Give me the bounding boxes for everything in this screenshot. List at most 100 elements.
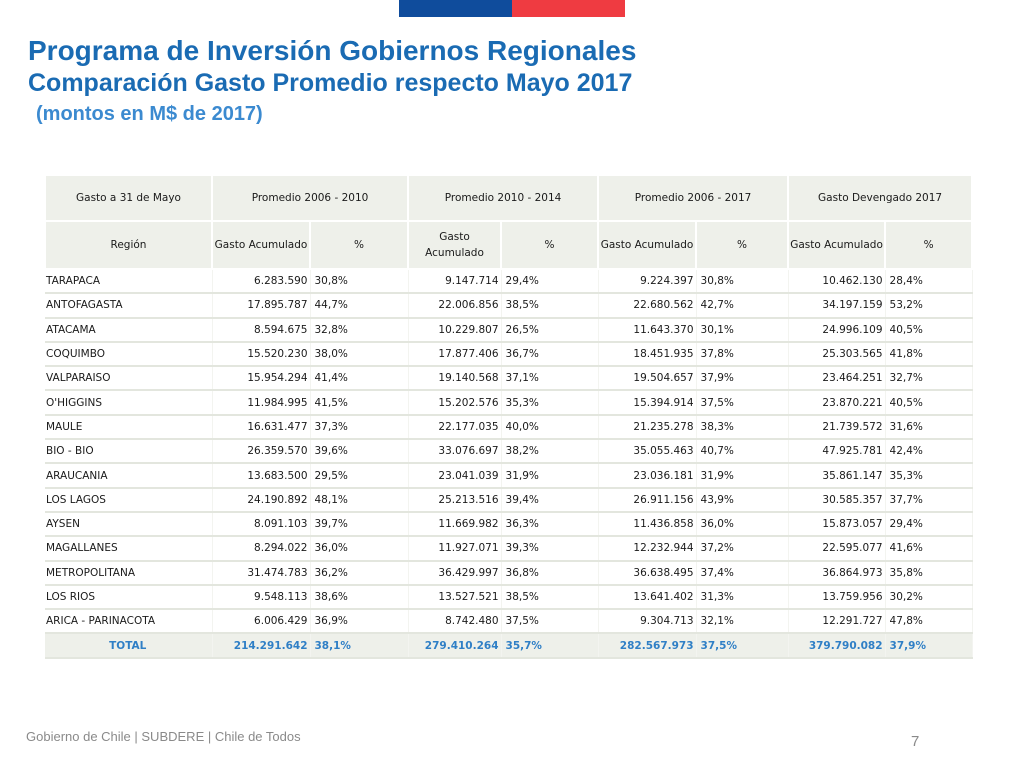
cell-region: MAULE (45, 414, 213, 441)
cell-gasto-2006-2017: 21.235.278 (598, 414, 697, 441)
cell-region: LOS RIOS (45, 584, 213, 611)
table-row: METROPOLITANA 31.474.783 36,2% 36.429.997 36… (45, 560, 973, 586)
table-row: VALPARAISO 15.954.294 41,4% 19.140.568 37,1%… (45, 366, 973, 392)
table-row: AYSEN 8.091.103 39,7% 11.669.982 36,3% 11.436… (45, 511, 973, 538)
cell-pct-2006-2010: 41,5% (310, 390, 409, 416)
cell-gasto-2006-2010: 6.283.590 (212, 269, 311, 295)
page-title: Programa de Inversión Gobiernos Regional… (28, 35, 637, 66)
cell-pct-2006-2017: 37,5% (696, 633, 789, 659)
group-header-2006-2017: Promedio 2006 - 2017 (597, 174, 790, 222)
cell-gasto-2006-2010: 15.520.230 (212, 341, 311, 368)
cell-pct-2006-2017: 38,3% (696, 414, 789, 441)
table-body: TARAPACA 6.283.590 30,8% 9.147.714 29,4% 9.22… (45, 269, 973, 659)
table-row: O'HIGGINS 11.984.995 41,5% 15.202.576 35,3% 1… (45, 390, 973, 416)
footer-text: Gobierno de Chile | SUBDERE | Chile de T… (26, 729, 301, 744)
cell-gasto-2010-2014: 17.877.406 (408, 341, 502, 368)
cell-gasto-2006-2010: 31.474.783 (212, 560, 311, 586)
cell-region: O'HIGGINS (45, 390, 213, 416)
cell-gasto-2006-2010: 11.984.995 (212, 390, 311, 416)
cell-pct-devengado-2017: 35,8% (885, 560, 973, 586)
cell-pct-devengado-2017: 40,5% (885, 317, 973, 343)
group-header-devengado-2017: Gasto Devengado 2017 (787, 174, 974, 222)
cell-pct-2006-2017: 43,9% (696, 487, 789, 513)
cell-pct-2006-2010: 39,6% (310, 439, 409, 465)
cell-pct-2006-2010: 44,7% (310, 293, 409, 319)
cell-pct-2010-2014: 35,7% (501, 633, 599, 659)
cell-pct-2006-2010: 36,0% (310, 536, 409, 562)
column-header-gasto: Gasto Acumulado (407, 220, 503, 270)
cell-gasto-devengado-2017: 30.585.357 (788, 487, 886, 513)
column-header-gasto: Gasto Acumulado (787, 220, 887, 270)
cell-pct-2010-2014: 36,3% (501, 511, 599, 538)
cell-pct-2010-2014: 39,3% (501, 536, 599, 562)
cell-region: COQUIMBO (45, 341, 213, 368)
table-row: MAGALLANES 8.294.022 36,0% 11.927.071 39,3% 1… (45, 536, 973, 562)
cell-pct-2006-2017: 40,7% (696, 439, 789, 465)
cell-pct-devengado-2017: 32,7% (885, 366, 973, 392)
cell-region: TARAPACA (45, 269, 213, 295)
cell-gasto-2006-2017: 35.055.463 (598, 439, 697, 465)
cell-pct-2006-2017: 31,3% (696, 584, 789, 611)
cell-pct-2010-2014: 38,2% (501, 439, 599, 465)
cell-gasto-2006-2017: 282.567.973 (598, 633, 697, 659)
cell-gasto-2006-2017: 23.036.181 (598, 463, 697, 489)
cell-gasto-2006-2017: 22.680.562 (598, 293, 697, 319)
cell-gasto-2010-2014: 36.429.997 (408, 560, 502, 586)
cell-pct-2006-2017: 37,2% (696, 536, 789, 562)
cell-pct-2006-2017: 31,9% (696, 463, 789, 489)
column-header-region: Región (44, 220, 213, 270)
total-row: TOTAL 214.291.642 38,1% 279.410.264 35,7% 282… (45, 633, 973, 659)
cell-gasto-2006-2010: 24.190.892 (212, 487, 311, 513)
cell-pct-2006-2010: 32,8% (310, 317, 409, 343)
cell-pct-2010-2014: 29,4% (501, 269, 599, 295)
cell-gasto-2006-2017: 19.504.657 (598, 366, 697, 392)
table-row: ATACAMA 8.594.675 32,8% 10.229.807 26,5% 11.6… (45, 317, 973, 343)
cell-gasto-2006-2010: 15.954.294 (212, 366, 311, 392)
cell-gasto-2006-2017: 11.643.370 (598, 317, 697, 343)
page-subtitle: Comparación Gasto Promedio respecto Mayo… (28, 69, 633, 97)
cell-gasto-2010-2014: 33.076.697 (408, 439, 502, 465)
cell-pct-devengado-2017: 53,2% (885, 293, 973, 319)
cell-pct-devengado-2017: 41,6% (885, 536, 973, 562)
cell-region: METROPOLITANA (45, 560, 213, 586)
cell-region: ANTOFAGASTA (45, 293, 213, 319)
cell-gasto-2010-2014: 8.742.480 (408, 609, 502, 635)
cell-gasto-2006-2010: 6.006.429 (212, 609, 311, 635)
cell-pct-2006-2017: 37,4% (696, 560, 789, 586)
cell-pct-2010-2014: 36,7% (501, 341, 599, 368)
cell-gasto-2006-2010: 9.548.113 (212, 584, 311, 611)
cell-pct-devengado-2017: 41,8% (885, 341, 973, 368)
table-row: COQUIMBO 15.520.230 38,0% 17.877.406 36,7% 18… (45, 341, 973, 368)
cell-pct-2006-2010: 29,5% (310, 463, 409, 489)
cell-pct-2010-2014: 40,0% (501, 414, 599, 441)
table-row: LOS RIOS 9.548.113 38,6% 13.527.521 38,5% 13.… (45, 584, 973, 611)
cell-gasto-2010-2014: 11.669.982 (408, 511, 502, 538)
cell-gasto-2006-2017: 15.394.914 (598, 390, 697, 416)
cell-pct-2006-2017: 32,1% (696, 609, 789, 635)
cell-gasto-devengado-2017: 21.739.572 (788, 414, 886, 441)
flag-red-bar (512, 0, 625, 17)
cell-gasto-2006-2010: 13.683.500 (212, 463, 311, 489)
cell-pct-2006-2010: 36,2% (310, 560, 409, 586)
cell-gasto-2010-2014: 9.147.714 (408, 269, 502, 295)
amounts-note: (montos en M$ de 2017) (36, 103, 263, 125)
cell-gasto-2006-2017: 11.436.858 (598, 511, 697, 538)
cell-gasto-2010-2014: 11.927.071 (408, 536, 502, 562)
cell-gasto-2006-2017: 13.641.402 (598, 584, 697, 611)
column-header-gasto: Gasto Acumulado (211, 220, 311, 270)
table-row: ANTOFAGASTA 17.895.787 44,7% 22.006.856 38,5… (45, 293, 973, 319)
cell-pct-2006-2010: 38,6% (310, 584, 409, 611)
cell-gasto-2006-2010: 8.091.103 (212, 511, 311, 538)
column-header-pct: % (884, 220, 974, 270)
cell-pct-2010-2014: 36,8% (501, 560, 599, 586)
cell-gasto-devengado-2017: 35.861.147 (788, 463, 886, 489)
cell-pct-2006-2017: 37,9% (696, 366, 789, 392)
cell-pct-2010-2014: 37,5% (501, 609, 599, 635)
column-header-gasto: Gasto Acumulado (597, 220, 698, 270)
cell-gasto-devengado-2017: 22.595.077 (788, 536, 886, 562)
cell-pct-devengado-2017: 37,7% (885, 487, 973, 513)
column-header-pct: % (695, 220, 790, 270)
cell-gasto-2006-2017: 36.638.495 (598, 560, 697, 586)
cell-gasto-2006-2010: 16.631.477 (212, 414, 311, 441)
table-row: ARAUCANIA 13.683.500 29,5% 23.041.039 31,9% 2… (45, 463, 973, 489)
